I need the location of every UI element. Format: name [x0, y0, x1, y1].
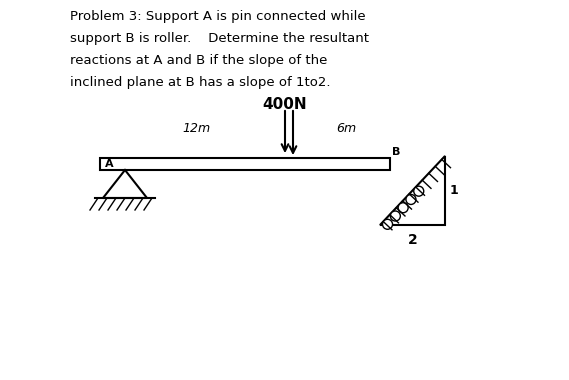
Circle shape: [414, 186, 424, 196]
Text: A: A: [105, 159, 114, 169]
Text: reactions at A and B if the slope of the: reactions at A and B if the slope of the: [70, 54, 327, 67]
Text: 1: 1: [450, 184, 459, 197]
Circle shape: [382, 219, 393, 229]
Polygon shape: [103, 170, 147, 198]
Text: support B is roller.    Determine the resultant: support B is roller. Determine the resul…: [70, 32, 369, 45]
Polygon shape: [380, 156, 445, 225]
Circle shape: [406, 195, 416, 204]
Text: B: B: [392, 147, 401, 157]
Text: 2: 2: [407, 233, 418, 247]
Circle shape: [398, 203, 408, 213]
Text: 6m: 6m: [336, 122, 357, 135]
Bar: [100, 158, 390, 170]
Text: 12m: 12m: [183, 122, 211, 135]
Text: inclined plane at B has a slope of 1to2.: inclined plane at B has a slope of 1to2.: [70, 76, 331, 89]
Text: 400N: 400N: [263, 97, 307, 112]
Text: Problem 3: Support A is pin connected while: Problem 3: Support A is pin connected wh…: [70, 10, 366, 23]
Circle shape: [390, 211, 401, 221]
